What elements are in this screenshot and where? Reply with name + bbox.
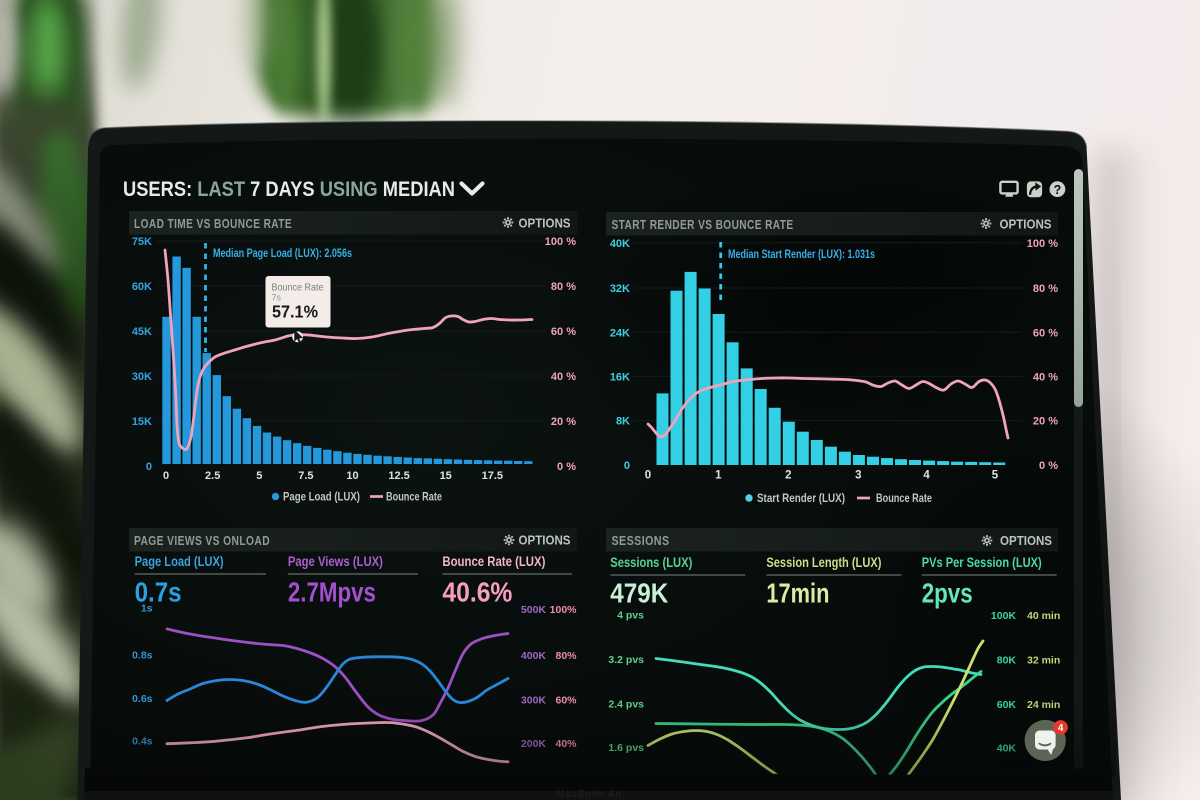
svg-text:Median Start Render (LUX): 1.0: Median Start Render (LUX): 1.031s	[728, 249, 875, 261]
svg-text:2.7Mpvs: 2.7Mpvs	[288, 577, 376, 608]
svg-text:4: 4	[923, 470, 930, 482]
svg-text:80 %: 80 %	[1033, 283, 1058, 295]
svg-text:60K: 60K	[132, 281, 152, 293]
svg-text:0: 0	[163, 470, 169, 482]
svg-text:PVs Per Session (LUX): PVs Per Session (LUX)	[922, 555, 1042, 570]
svg-text:OPTIONS: OPTIONS	[1000, 217, 1052, 232]
svg-text:7s: 7s	[272, 293, 282, 303]
svg-text:0.7s: 0.7s	[135, 577, 182, 608]
svg-text:60 %: 60 %	[1033, 327, 1058, 339]
svg-text:Page Load (LUX): Page Load (LUX)	[135, 554, 224, 569]
svg-text:100 %: 100 %	[1027, 238, 1058, 250]
svg-text:20 %: 20 %	[551, 416, 576, 428]
svg-text:32K: 32K	[610, 283, 630, 295]
svg-text:3: 3	[855, 470, 861, 482]
svg-text:57.1%: 57.1%	[272, 302, 318, 322]
svg-text:Page Views (LUX): Page Views (LUX)	[288, 554, 383, 569]
svg-text:400K: 400K	[521, 650, 547, 662]
svg-text:15: 15	[440, 470, 452, 482]
svg-text:15K: 15K	[132, 416, 152, 428]
svg-text:OPTIONS: OPTIONS	[519, 216, 571, 231]
svg-text:?: ?	[1054, 183, 1062, 197]
svg-text:40 min: 40 min	[1027, 610, 1060, 622]
svg-text:USERS: LAST 7 DAYS USING MEDIA: USERS: LAST 7 DAYS USING MEDIAN	[123, 178, 455, 201]
svg-text:24K: 24K	[610, 327, 630, 339]
svg-text:4: 4	[1058, 723, 1064, 734]
svg-text:30K: 30K	[132, 371, 152, 383]
svg-text:7.5: 7.5	[298, 470, 313, 482]
svg-text:LOAD TIME VS BOUNCE RATE: LOAD TIME VS BOUNCE RATE	[134, 216, 292, 231]
svg-text:Session Length (LUX): Session Length (LUX)	[766, 555, 881, 570]
svg-text:40.6%: 40.6%	[442, 577, 512, 608]
svg-text:0: 0	[645, 470, 651, 482]
svg-text:OPTIONS: OPTIONS	[519, 533, 571, 548]
svg-text:100K: 100K	[991, 610, 1017, 622]
svg-text:START RENDER VS BOUNCE RATE: START RENDER VS BOUNCE RATE	[612, 217, 794, 232]
svg-text:1: 1	[715, 470, 722, 482]
svg-text:479K: 479K	[610, 578, 668, 609]
svg-text:2.5: 2.5	[205, 470, 220, 482]
svg-text:500K: 500K	[521, 604, 547, 616]
svg-text:20 %: 20 %	[1033, 416, 1058, 428]
svg-text:40 %: 40 %	[1033, 371, 1058, 383]
svg-text:40 %: 40 %	[551, 371, 576, 383]
svg-text:32 min: 32 min	[1027, 655, 1060, 667]
svg-text:Page Load (LUX): Page Load (LUX)	[283, 492, 360, 504]
svg-text:0.8s: 0.8s	[132, 650, 153, 662]
svg-text:80%: 80%	[555, 650, 577, 662]
svg-text:Bounce Rate: Bounce Rate	[386, 492, 442, 504]
svg-text:Sessions (LUX): Sessions (LUX)	[610, 555, 692, 570]
svg-text:Bounce Rate (LUX): Bounce Rate (LUX)	[442, 554, 545, 569]
svg-text:Bounce Rate: Bounce Rate	[876, 493, 932, 505]
svg-text:SESSIONS: SESSIONS	[612, 533, 670, 548]
svg-text:Bounce Rate: Bounce Rate	[272, 283, 324, 294]
svg-text:PAGE VIEWS VS ONLOAD: PAGE VIEWS VS ONLOAD	[134, 533, 270, 548]
svg-text:40K: 40K	[610, 238, 630, 250]
svg-text:16K: 16K	[610, 371, 630, 383]
svg-text:0: 0	[624, 460, 630, 472]
svg-text:2: 2	[785, 470, 791, 482]
svg-text:8K: 8K	[616, 416, 630, 428]
svg-text:17.5: 17.5	[482, 470, 503, 482]
svg-text:5: 5	[256, 470, 262, 482]
svg-text:5: 5	[992, 470, 999, 482]
svg-text:17min: 17min	[766, 578, 829, 609]
svg-text:12.5: 12.5	[388, 470, 409, 482]
svg-text:100%: 100%	[550, 604, 578, 616]
svg-text:3.2 pvs: 3.2 pvs	[608, 654, 644, 666]
svg-text:4 pvs: 4 pvs	[617, 610, 644, 622]
svg-text:0: 0	[146, 461, 152, 473]
svg-text:45K: 45K	[132, 326, 152, 338]
svg-text:2pvs: 2pvs	[922, 578, 973, 609]
svg-text:80K: 80K	[997, 655, 1017, 667]
svg-text:100 %: 100 %	[545, 236, 576, 248]
svg-text:0 %: 0 %	[1039, 460, 1058, 472]
svg-text:75K: 75K	[132, 236, 152, 248]
svg-text:0 %: 0 %	[557, 461, 576, 473]
svg-text:OPTIONS: OPTIONS	[1000, 533, 1052, 548]
svg-text:Median Page Load (LUX): 2.056s: Median Page Load (LUX): 2.056s	[213, 248, 352, 260]
svg-text:MacBook Air: MacBook Air	[556, 789, 623, 800]
svg-text:1s: 1s	[141, 603, 153, 615]
svg-text:80 %: 80 %	[551, 281, 576, 293]
svg-text:10: 10	[346, 470, 358, 482]
svg-text:Start Render (LUX): Start Render (LUX)	[757, 493, 845, 505]
svg-text:60 %: 60 %	[551, 326, 576, 338]
